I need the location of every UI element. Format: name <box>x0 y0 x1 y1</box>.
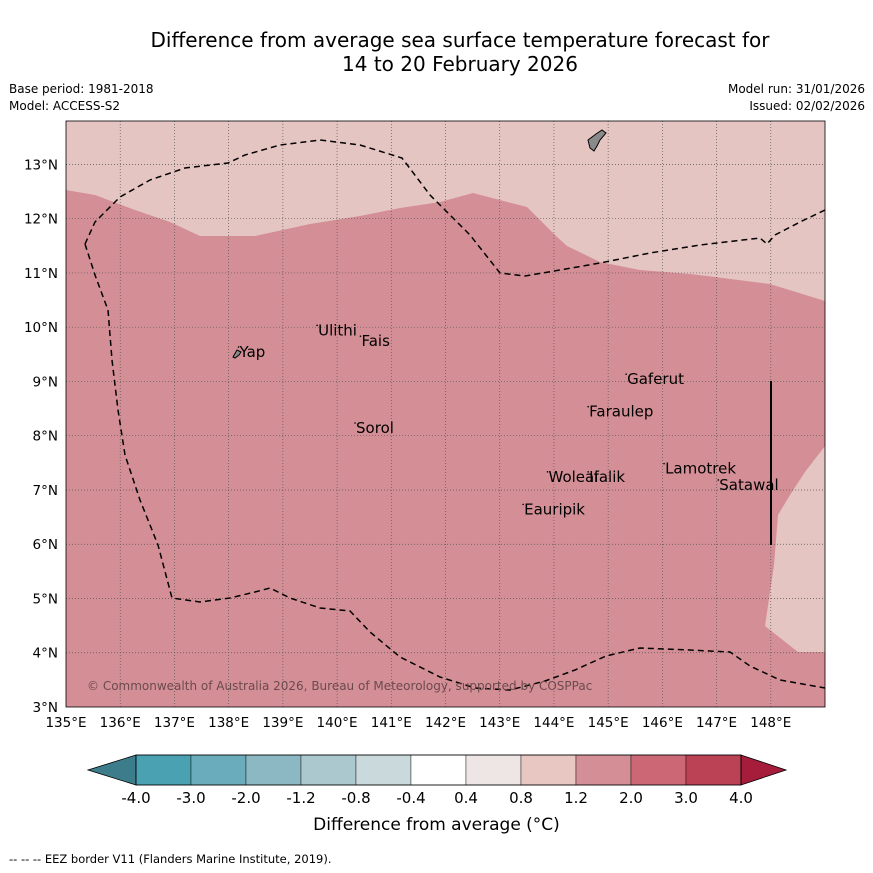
longitude-tick-label: 137°E <box>154 715 195 731</box>
place-marker <box>663 462 665 465</box>
title-line-2: 14 to 20 February 2026 <box>342 52 578 76</box>
latitude-tick-label: 9°N <box>33 374 58 390</box>
place-marker <box>546 471 549 473</box>
colorbar-extend-low <box>86 754 137 786</box>
model-run: Model run: 31/01/2026 <box>727 82 865 96</box>
longitude-tick-label: 143°E <box>479 715 520 731</box>
base-period: Base period: 1981-2018 <box>9 82 154 96</box>
meta-right: Model run: 31/01/2026 Issued: 02/02/2026 <box>728 81 865 115</box>
colorbar-segment <box>300 754 357 786</box>
colorbar-segment <box>630 754 687 786</box>
title-line-1: Difference from average sea surface temp… <box>150 28 770 52</box>
colorbar-tick-label: 0.8 <box>509 789 533 807</box>
longitude-tick-label: 146°E <box>642 715 683 731</box>
longitude-tick-label: 142°E <box>425 715 466 731</box>
colorbar-frame <box>135 754 742 786</box>
colorbar-tick-label: 3.0 <box>674 789 698 807</box>
gridlines <box>66 121 825 707</box>
guam-island <box>587 129 607 152</box>
colorbar-tick-label: -0.4 <box>396 789 425 807</box>
colorbar-segment <box>410 754 467 786</box>
longitude-tick-label: 141°E <box>371 715 412 731</box>
longitude-tick-label: 136°E <box>100 715 141 731</box>
colorbar-segment <box>575 754 632 786</box>
colorbar-segment <box>465 754 522 786</box>
place-label: Lamotrek <box>665 460 736 478</box>
colorbar-tick-label: -4.0 <box>121 789 150 807</box>
copyright-text: © Commonwealth of Australia 2026, Bureau… <box>87 679 592 693</box>
latitude-tick-label: 11°N <box>24 266 58 282</box>
colorbar-tick-label: -1.2 <box>286 789 315 807</box>
place-marker <box>354 422 356 424</box>
colorbar-segment <box>685 754 742 786</box>
longitude-tick-label: 147°E <box>696 715 737 731</box>
colorbar <box>86 754 788 786</box>
place-label: Yap <box>238 343 265 361</box>
latitude-ticks: 3°N 4°N 5°N 6°N 7°N 8°N 9°N 10°N 11°N 12°N 13°N <box>24 157 58 716</box>
latitude-tick-label: 10°N <box>24 320 58 336</box>
place-label: Faraulep <box>589 403 653 421</box>
colorbar-segment <box>355 754 412 786</box>
chart-title: Difference from average sea surface temp… <box>60 28 860 76</box>
map-frame <box>65 120 826 708</box>
place-label: Satawal <box>719 476 778 494</box>
longitude-tick-label: 145°E <box>588 715 629 731</box>
yap-island <box>232 349 242 359</box>
latitude-tick-label: 4°N <box>33 646 58 662</box>
latitude-tick-label: 5°N <box>33 591 58 607</box>
colorbar-segment <box>135 754 192 786</box>
place-label: Ulithi <box>318 321 357 339</box>
meta-left: Base period: 1981-2018 Model: ACCESS-S2 <box>9 81 154 115</box>
longitude-ticks: 135°E 136°E 137°E 138°E 139°E 140°E 141°E 142°E… <box>45 715 791 731</box>
longitude-tick-label: 140°E <box>317 715 358 731</box>
model-name: Model: ACCESS-S2 <box>9 99 121 113</box>
colorbar-tick-label: -3.0 <box>176 789 205 807</box>
eez-border <box>84 139 825 691</box>
issued-date: Issued: 02/02/2026 <box>749 99 865 113</box>
place-marker <box>359 335 362 337</box>
longitude-tick-label: 139°E <box>262 715 303 731</box>
place-marker <box>625 373 627 375</box>
colorbar-tick-label: 1.2 <box>564 789 588 807</box>
latitude-tick-label: 13°N <box>24 157 58 173</box>
place-label: Woleai <box>549 468 599 486</box>
latitude-tick-label: 12°N <box>24 212 58 228</box>
place-marker <box>237 346 240 348</box>
anomaly-band-0-4-to-0-8-southeast <box>765 446 825 652</box>
place-marker <box>522 503 524 506</box>
longitude-tick-label: 135°E <box>45 715 86 731</box>
place-label: Gaferut <box>627 370 684 388</box>
place-label: Sorol <box>356 419 394 437</box>
colorbar-tick-label: 2.0 <box>619 789 643 807</box>
colorbar-tick-labels: -4.0 -3.0 -2.0 -1.2 -0.8 -0.4 0.4 0.8 1.2 2.0 3.0 4… <box>121 789 753 807</box>
place-marker <box>587 471 589 473</box>
latitude-tick-label: 8°N <box>33 429 58 445</box>
longitude-tick-label: 148°E <box>750 715 791 731</box>
place-marker <box>316 324 318 327</box>
colorbar-segment <box>520 754 577 786</box>
colorbar-title: Difference from average (°C) <box>313 815 560 835</box>
eez-footer-note: -- -- -- EEZ border V11 (Flanders Marine… <box>9 852 332 866</box>
colorbar-tick-label: 0.4 <box>454 789 478 807</box>
place-label: Fais <box>361 332 390 350</box>
longitude-tick-label: 138°E <box>208 715 249 731</box>
latitude-tick-label: 6°N <box>33 537 58 553</box>
place-label: Eauripik <box>524 500 585 518</box>
map-area: © Commonwealth of Australia 2026, Bureau… <box>66 121 825 707</box>
latitude-tick-label: 7°N <box>33 483 58 499</box>
colorbar-tick-label: -0.8 <box>341 789 370 807</box>
place-marker <box>587 405 589 408</box>
latitude-tick-label: 3°N <box>33 700 58 716</box>
colorbar-tick-label: 4.0 <box>729 789 753 807</box>
place-label: Ifalik <box>589 468 625 486</box>
colorbar-tick-label: -2.0 <box>231 789 260 807</box>
colorbar-segment <box>245 754 302 786</box>
longitude-tick-label: 144°E <box>533 715 574 731</box>
colorbar-segment <box>190 754 247 786</box>
colorbar-extend-high <box>740 754 788 786</box>
place-marker <box>717 479 720 481</box>
